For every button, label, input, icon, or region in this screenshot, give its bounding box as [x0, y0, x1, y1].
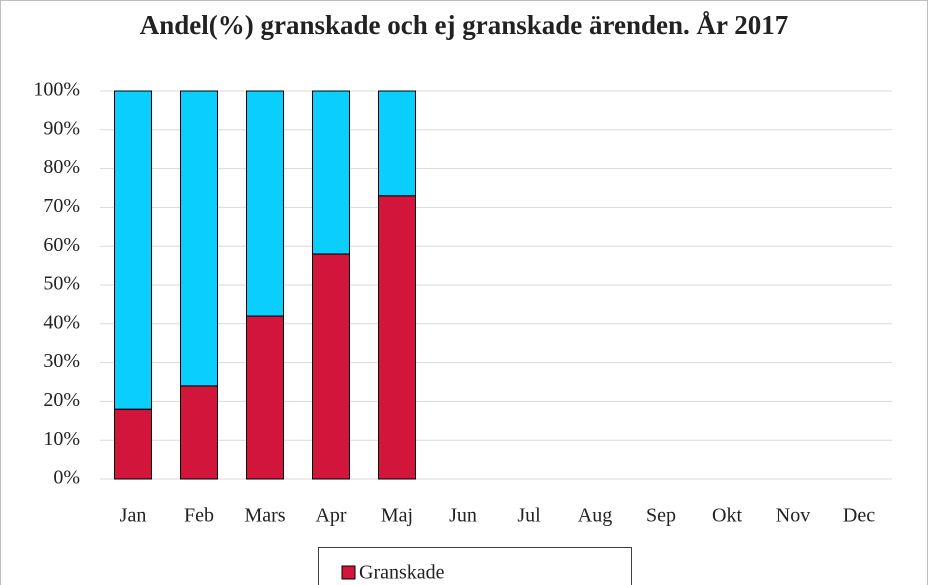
legend-box [318, 547, 632, 585]
y-tick-label: 40% [43, 311, 80, 333]
bar-segment [246, 315, 284, 480]
bar-segment [114, 90, 152, 410]
y-tick-label: 50% [43, 273, 80, 295]
y-tick-label: 90% [43, 117, 80, 139]
y-tick-label: 100% [33, 79, 80, 101]
y-tick-label: 30% [43, 350, 80, 372]
bar-segment [378, 195, 416, 480]
chart-title: Andel(%) granskade och ej granskade ären… [140, 10, 789, 40]
y-tick-label: 10% [43, 428, 80, 450]
bar-segment [180, 90, 218, 387]
y-tick-label: 80% [43, 156, 80, 178]
legend-swatch [341, 565, 356, 580]
x-tick-label: Maj [381, 505, 413, 527]
bar-segment [312, 253, 350, 480]
x-tick-label: Jul [517, 505, 541, 527]
y-tick-label: 0% [53, 467, 80, 489]
bar-segment [114, 408, 152, 480]
legend-label: Granskade [359, 562, 445, 584]
x-tick-label: Jun [449, 505, 477, 527]
x-tick-label: Okt [712, 505, 742, 527]
y-tick-label: 20% [43, 389, 80, 411]
y-tick-label: 60% [43, 234, 80, 256]
bar-segment [246, 90, 284, 317]
x-tick-label: Aug [578, 505, 612, 527]
x-tick-label: Dec [843, 505, 875, 527]
y-tick-label: 70% [43, 195, 80, 217]
x-tick-label: Jan [120, 505, 147, 527]
bar-segment [180, 385, 218, 480]
bar-segment [312, 90, 350, 255]
x-tick-label: Apr [315, 505, 346, 527]
x-tick-label: Feb [184, 505, 214, 527]
x-tick-label: Sep [646, 505, 676, 527]
x-tick-label: Mars [244, 505, 285, 527]
bar-segment [378, 90, 416, 197]
x-tick-label: Nov [776, 505, 810, 527]
